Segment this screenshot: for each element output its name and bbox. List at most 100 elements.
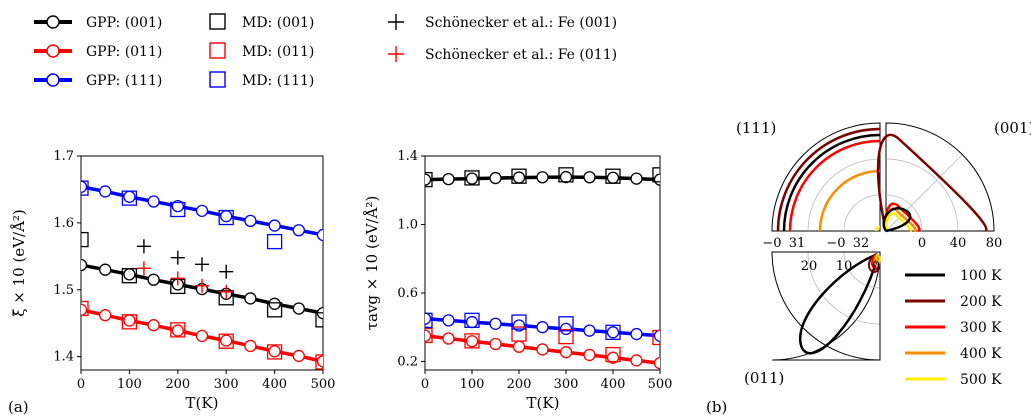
gpp-point	[316, 228, 323, 242]
legend-label: Schönecker et al.: Fe (001)	[425, 15, 617, 31]
tau-xlabel: T(K)	[527, 394, 560, 412]
gpp-point	[292, 349, 305, 363]
polar-011-tick: 0	[872, 259, 880, 274]
md-point	[170, 201, 186, 218]
gpp-point	[606, 171, 620, 184]
gpp-point	[244, 292, 257, 305]
reference-point	[219, 264, 234, 279]
gpp-point	[195, 329, 209, 343]
gpp-point	[630, 327, 643, 341]
tau-ticks: 0 100 200 300 400 500 0.2 0.6 1.0 1.4	[397, 149, 672, 392]
gpp-point	[442, 314, 455, 327]
gpp-point	[442, 172, 455, 186]
gpp-point	[123, 314, 136, 327]
panel-label-a: (a)	[8, 398, 29, 416]
md-point	[464, 312, 480, 329]
x-tick-label: 200	[507, 377, 532, 392]
y-tick-label: 1.7	[53, 149, 74, 164]
md-point	[121, 190, 138, 206]
polar-001-tick: 80	[986, 236, 1003, 251]
tau-chart: 0 100 200 300 400 500 0.2 0.6 1.0 1.4 T(K) τavg ×…	[363, 149, 672, 412]
legend-label: GPP: (011)	[86, 44, 162, 60]
y-tick-label: 0.2	[397, 354, 418, 369]
polar-legend-label: 400 K	[960, 346, 1002, 362]
gpp-point	[171, 200, 184, 213]
gpp-point	[489, 337, 502, 351]
gpp-point	[425, 173, 432, 186]
legend-label: MD: (011)	[242, 44, 314, 60]
md-point	[558, 328, 574, 345]
tau-marks	[425, 167, 660, 370]
md-point	[425, 327, 433, 344]
xi-chart: 0 100 200 300 400 500 1.4 1.5 1.6 1.7 T(K) ξ̄ × 1…	[8, 149, 335, 416]
gpp-point	[559, 170, 573, 184]
md-point	[315, 312, 323, 328]
legend-entry-gpp-011: GPP: (011)	[34, 44, 162, 60]
gpp-point	[171, 324, 184, 337]
md-point	[511, 326, 527, 342]
gpp-point	[123, 268, 136, 281]
polar-111-tick: −0	[826, 236, 845, 251]
polar-111-label: (111)	[736, 119, 776, 137]
reference-point	[219, 284, 234, 299]
polar-111-curve-200K	[776, 127, 881, 232]
gpp-point	[244, 214, 257, 228]
gpp-point	[630, 354, 643, 367]
md-point	[605, 168, 621, 184]
legend-label: GPP: (111)	[86, 73, 162, 89]
gpp-point	[536, 321, 549, 334]
polar-011-curve-500K	[875, 253, 881, 264]
legend-entry-gpp-111: GPP: (111)	[34, 73, 162, 89]
gpp-point	[465, 172, 479, 185]
x-tick-label: 500	[311, 377, 336, 392]
x-tick-label: 400	[601, 377, 626, 392]
polar-legend-label: 500 K	[960, 372, 1002, 388]
polar-001-label: (001)	[994, 119, 1031, 137]
x-tick-label: 100	[117, 377, 142, 392]
gpp-point	[268, 345, 281, 358]
reference-point	[195, 278, 209, 293]
gpp-point	[99, 263, 112, 276]
md-point	[464, 333, 480, 349]
xi-ylabel: ξ̄ × 10 (eV/Å²)	[10, 209, 28, 317]
gpp-point	[81, 258, 88, 272]
x-tick-label: 200	[165, 377, 190, 392]
polar-panel-111: (111) −0 31 −0 32	[736, 119, 881, 251]
legend-entry-md-001: MD: (001)	[209, 13, 314, 31]
legend-label: MD: (111)	[242, 73, 314, 89]
panel-label-b: (b)	[706, 398, 727, 416]
gpp-point	[123, 190, 136, 203]
gpp-point	[489, 171, 502, 185]
md-point	[652, 329, 660, 346]
gpp-point	[559, 322, 573, 336]
gpp-point	[425, 312, 432, 325]
polar-111-curve-100K	[782, 133, 881, 232]
polar-001-curve-500K	[884, 212, 912, 233]
gpp-point	[536, 343, 549, 356]
y-tick-label: 1.6	[53, 216, 74, 231]
legend-label: GPP: (001)	[86, 15, 162, 31]
legend-label: MD: (001)	[242, 15, 314, 31]
polar-111-tick: 31	[789, 236, 806, 251]
tau-ylabel: τavg × 10 (eV/Å²)	[363, 196, 381, 331]
gpp-point	[292, 302, 305, 315]
polar-001-curve-400K	[884, 207, 917, 233]
md-point	[218, 209, 234, 226]
x-tick-label: 300	[554, 377, 579, 392]
gpp-point	[220, 210, 233, 223]
gpp-point	[292, 224, 305, 237]
reference-point	[136, 239, 151, 254]
reference-point	[136, 261, 151, 276]
md-point	[266, 233, 283, 250]
md-point	[652, 167, 660, 183]
gpp-point	[442, 332, 455, 345]
polar-001-curve-100K	[882, 207, 912, 233]
gpp-point	[489, 317, 502, 330]
polar-011-label: (011)	[744, 369, 784, 387]
gpp-point	[583, 171, 596, 184]
polar-001-tick: 40	[950, 236, 967, 251]
y-tick-label: 1.4	[397, 149, 418, 164]
gpp-point	[653, 357, 660, 370]
polar-legend-label: 300 K	[960, 320, 1002, 336]
gpp-point	[465, 315, 479, 329]
